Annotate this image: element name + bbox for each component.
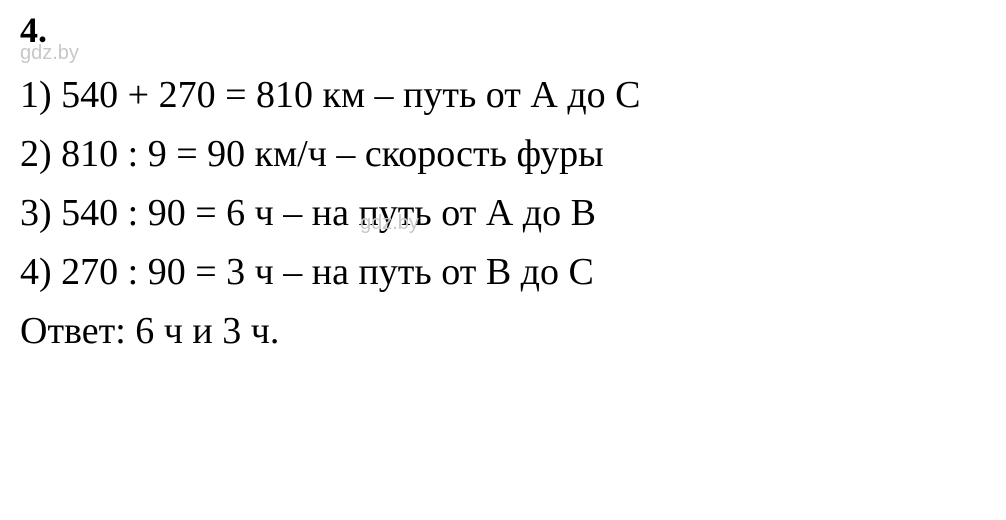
solution-line-2: 2) 810 : 9 = 90 км/ч – скорость фуры [20, 125, 986, 184]
solution-content: 1) 540 + 270 = 810 км – путь от А до С 2… [20, 66, 986, 360]
watermark-top: gdz.by [20, 42, 79, 65]
answer-line: Ответ: 6 ч и 3 ч. [20, 302, 986, 361]
solution-line-4: 4) 270 : 90 = 3 ч – на путь от В до С [20, 243, 986, 302]
solution-line-1: 1) 540 + 270 = 810 км – путь от А до С [20, 66, 986, 125]
solution-line-3: 3) 540 : 90 = 6 ч – на путь от А до В [20, 184, 986, 243]
watermark-middle: gdz.by [360, 212, 419, 235]
problem-number: 4. [20, 12, 986, 48]
